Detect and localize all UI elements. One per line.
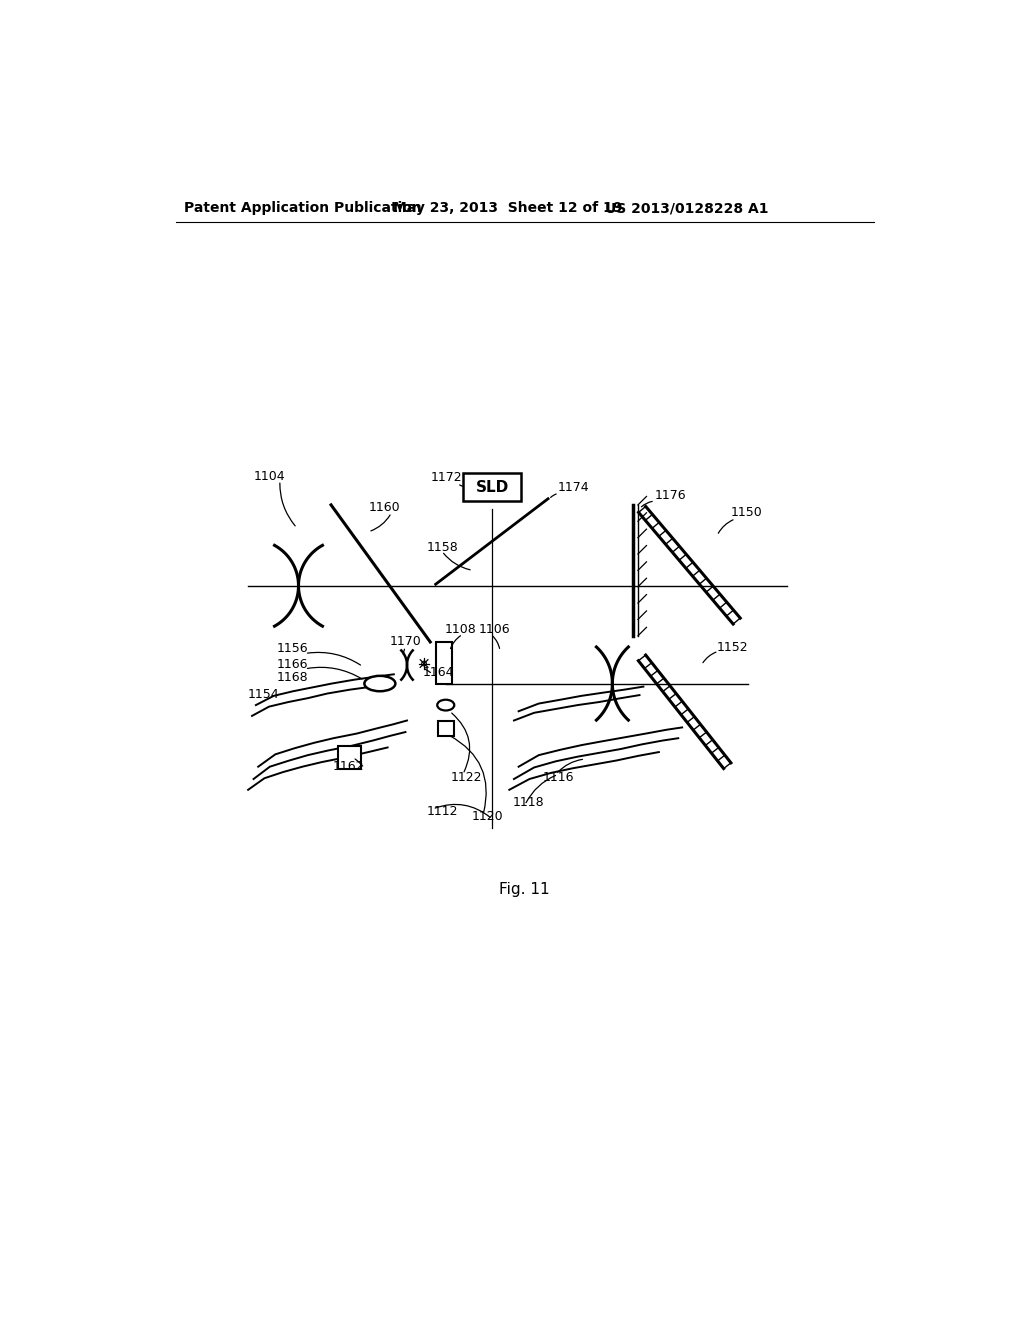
Text: 1156: 1156 — [276, 643, 308, 656]
Text: 1112: 1112 — [426, 805, 458, 818]
Text: 1162: 1162 — [333, 760, 365, 774]
Text: 1174: 1174 — [558, 480, 590, 494]
Ellipse shape — [365, 676, 395, 692]
Text: 1176: 1176 — [655, 490, 687, 502]
Bar — [436, 642, 452, 684]
Bar — [463, 474, 521, 502]
Text: 1166: 1166 — [276, 657, 308, 671]
Text: 1108: 1108 — [444, 623, 476, 636]
Text: SLD: SLD — [475, 479, 509, 495]
Bar — [338, 746, 361, 770]
Text: 1150: 1150 — [731, 506, 763, 519]
Text: Fig. 11: Fig. 11 — [500, 882, 550, 898]
Text: 1164: 1164 — [423, 667, 454, 680]
Bar — [438, 721, 454, 737]
Ellipse shape — [437, 700, 455, 710]
Text: 1170: 1170 — [389, 635, 421, 648]
Text: 1122: 1122 — [451, 771, 482, 784]
Text: 1106: 1106 — [479, 623, 511, 636]
Text: Patent Application Publication: Patent Application Publication — [183, 202, 422, 215]
Text: 1160: 1160 — [369, 500, 400, 513]
Text: May 23, 2013  Sheet 12 of 19: May 23, 2013 Sheet 12 of 19 — [393, 202, 623, 215]
Text: 1172: 1172 — [430, 471, 462, 484]
Text: 1154: 1154 — [248, 688, 280, 701]
Text: 1116: 1116 — [543, 771, 574, 784]
Text: US 2013/0128228 A1: US 2013/0128228 A1 — [604, 202, 768, 215]
Text: 1104: 1104 — [254, 470, 285, 483]
Text: 1120: 1120 — [472, 810, 504, 824]
Text: 1168: 1168 — [276, 671, 308, 684]
Text: 1158: 1158 — [426, 541, 458, 554]
Text: 1118: 1118 — [512, 796, 544, 809]
Text: 1152: 1152 — [717, 640, 749, 653]
